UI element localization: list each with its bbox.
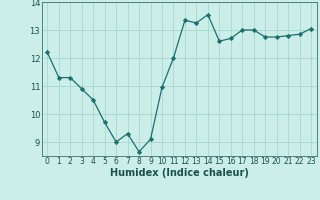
X-axis label: Humidex (Indice chaleur): Humidex (Indice chaleur) (110, 168, 249, 178)
